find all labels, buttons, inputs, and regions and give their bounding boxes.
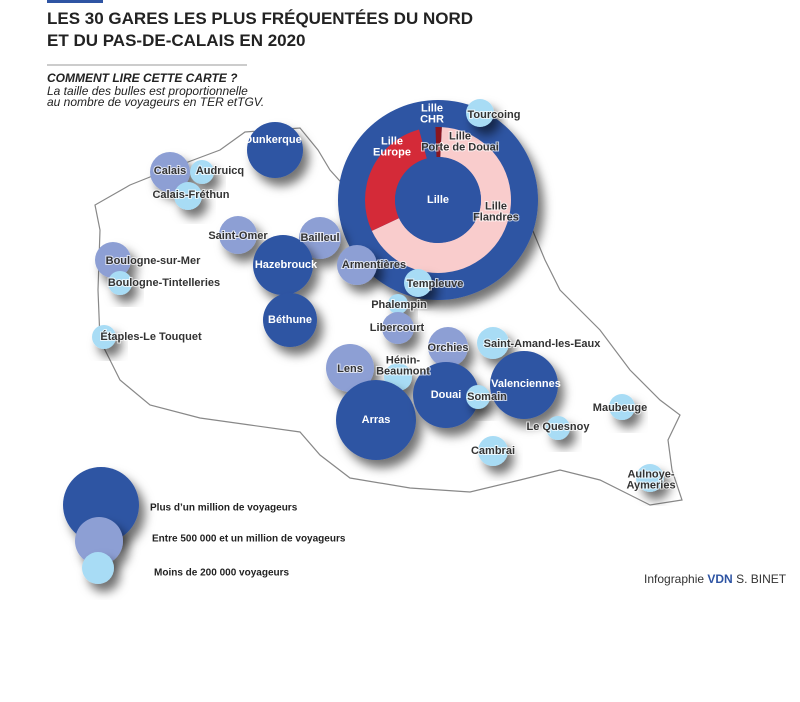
label-line: Porte de Douai xyxy=(421,141,499,153)
station-label: Bailleul xyxy=(300,232,339,244)
station-bubble xyxy=(477,327,509,359)
station-bubble xyxy=(263,293,317,347)
station-label: Orchies xyxy=(428,342,469,354)
station-label: Boulogne-Tintelleries xyxy=(108,277,220,289)
lille-center xyxy=(395,157,481,243)
station-bubble xyxy=(336,380,416,460)
station-label: Valenciennes xyxy=(491,378,561,390)
lille-europe-segment xyxy=(365,129,427,231)
title: LES 30 GARES LES PLUS FRÉQUENTÉES DU NOR… xyxy=(47,9,473,50)
station-label: Templeuve xyxy=(407,278,464,290)
label-line: Beaumont xyxy=(376,365,430,377)
station-bubble xyxy=(382,312,414,344)
station-label: Étaples-Le Touquet xyxy=(100,330,202,343)
station-bubble xyxy=(546,416,570,440)
station-label: Cambrai xyxy=(471,445,515,457)
station-bubble xyxy=(466,385,490,409)
station-label: Somain xyxy=(467,391,507,403)
station-bubble xyxy=(108,271,132,295)
station-bubble xyxy=(150,152,190,192)
legend: Plus d’un million de voyageurs Entre 500 … xyxy=(63,467,346,584)
station-label: Saint-Omer xyxy=(208,230,268,242)
label-line: Aymeries xyxy=(626,479,675,491)
accent-bar xyxy=(47,0,103,3)
station-label: Hénin-Beaumont xyxy=(376,354,430,377)
station-label: Boulogne-sur-Mer xyxy=(106,255,201,267)
label-line: Lille xyxy=(449,130,471,142)
station-label: Le Quesnoy xyxy=(527,421,591,433)
lille-flandres-segment xyxy=(371,127,511,274)
label-line: CHR xyxy=(420,113,444,125)
station-bubble xyxy=(299,217,341,259)
station-bubble xyxy=(190,160,214,184)
station-bubble xyxy=(219,216,257,254)
station-bubble xyxy=(326,344,374,392)
station-label: Dunkerque xyxy=(244,134,301,146)
label-line: Lille xyxy=(381,135,403,147)
station-label: Lille Flandres xyxy=(473,200,519,223)
station-label: Lille Europe xyxy=(373,135,411,158)
station-bubble xyxy=(174,182,202,210)
station-bubble xyxy=(609,394,635,420)
legend-bubble xyxy=(82,552,114,584)
station-label: Audruicq xyxy=(196,165,244,177)
lille-chr-segment xyxy=(419,127,437,159)
legend-label: Moins de 200 000 voyageurs xyxy=(154,568,290,579)
station-label: Lille xyxy=(427,194,449,206)
station-label: Tourcoing xyxy=(468,109,521,121)
label-line: Lille xyxy=(421,102,443,114)
station-label: Lens xyxy=(337,363,363,375)
station-bubble xyxy=(636,464,664,492)
station-label: Lille Porte de Douai xyxy=(421,130,499,153)
station-bubble xyxy=(428,327,468,367)
legend-label: Plus d’un million de voyageurs xyxy=(150,503,298,514)
legend-bubble xyxy=(63,467,139,543)
station-bubble xyxy=(404,269,432,297)
station-bubble xyxy=(388,294,408,314)
station-label: Saint-Amand-les-Eaux xyxy=(484,338,602,350)
label-line: Lille xyxy=(485,200,507,212)
label-line: Flandres xyxy=(473,211,519,223)
station-bubble xyxy=(466,99,494,127)
howto-title: COMMENT LIRE CETTE CARTE ? xyxy=(47,71,238,85)
station-label: Béthune xyxy=(268,314,312,326)
station-label: Calais-Fréthun xyxy=(152,189,229,201)
label-line: Aulnoye- xyxy=(627,468,674,480)
label-line: Hénin- xyxy=(386,354,421,366)
station-bubble xyxy=(337,245,377,285)
station-label: Douai xyxy=(431,389,462,401)
station-label: Phalempin xyxy=(371,299,427,311)
station-bubble xyxy=(95,242,131,278)
station-label: Calais xyxy=(154,165,186,177)
legend-label: Entre 500 000 et un million de voyageurs xyxy=(152,534,346,545)
howto-text: La taille des bulles est proportionnelle… xyxy=(47,84,264,109)
station-bubble xyxy=(253,235,313,295)
station-bubble xyxy=(478,436,508,466)
station-label: Maubeuge xyxy=(593,402,647,414)
station-bubble xyxy=(247,122,303,178)
station-label: Lille CHR xyxy=(420,102,444,125)
legend-bubble xyxy=(75,517,123,565)
station-label: Hazebrouck xyxy=(255,259,318,271)
station-label: Armentières xyxy=(342,259,406,271)
station-bubble xyxy=(413,362,479,428)
station-bubble xyxy=(92,325,116,349)
lille-porte-de-douai-segment xyxy=(435,127,442,158)
station-label: Arras xyxy=(362,414,391,426)
credit: Infographie VDN S. BINET xyxy=(644,572,787,586)
label-line: Europe xyxy=(373,146,411,158)
station-label: Libercourt xyxy=(370,322,425,334)
station-bubble xyxy=(490,351,558,419)
station-label: Aulnoye-Aymeries xyxy=(626,468,675,491)
